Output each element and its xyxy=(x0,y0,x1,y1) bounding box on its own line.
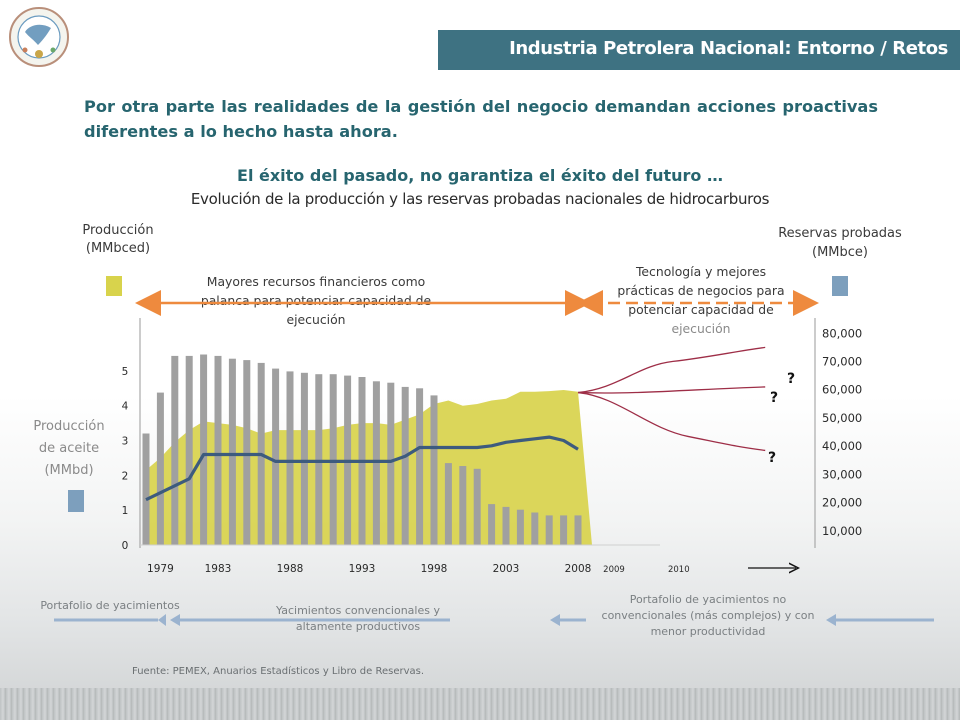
pemex-logo-icon xyxy=(9,7,69,67)
reserves-bar xyxy=(300,372,308,545)
reserves-bar xyxy=(171,355,179,545)
oil-production-line xyxy=(145,435,579,502)
right-axis-tick-label: 10,000 xyxy=(822,524,862,538)
portfolio-arrow-4-head xyxy=(826,614,836,626)
production-legend-label: Producción (MMbced) xyxy=(82,223,154,256)
reserves-bar xyxy=(372,381,380,545)
right-axis-tick-label: 70,000 xyxy=(822,355,862,369)
reserves-bar xyxy=(228,358,236,545)
x-axis-tick-label: 1988 xyxy=(277,563,304,575)
technology-label-last: ejecución xyxy=(671,321,731,336)
scenario-line-middle xyxy=(577,386,766,394)
x-axis-tick-label: 1993 xyxy=(349,563,376,575)
intro-paragraph: Por otra parte las realidades de la gest… xyxy=(84,97,878,141)
portfolio-label: Portafolio de yacimientos xyxy=(40,599,180,612)
x-axis-tick-label: 1983 xyxy=(205,563,232,575)
header-title: Industria Petrolera Nacional: Entorno / … xyxy=(509,38,948,59)
x-axis-tick-label: 1979 xyxy=(147,563,174,575)
tagline: El éxito del pasado, no garantiza el éxi… xyxy=(237,166,723,185)
production-area xyxy=(146,390,592,545)
scenario-line-lower xyxy=(577,391,766,452)
reserves-bar xyxy=(272,368,280,545)
x-axis-tick-label: 1998 xyxy=(421,563,448,575)
reserves-legend-label: Reservas probadas (MMbce) xyxy=(778,226,902,260)
future-axis-tick-label: 2009 xyxy=(603,565,625,575)
reserves-bar xyxy=(416,388,424,545)
reserves-bar xyxy=(214,355,222,545)
reserves-bar xyxy=(329,374,337,545)
source-note: Fuente: PEMEX, Anuarios Estadísticos y L… xyxy=(132,666,425,677)
reserves-bar xyxy=(156,392,164,545)
reserves-bar xyxy=(185,355,193,545)
right-axis-tick-label: 20,000 xyxy=(822,496,862,510)
left-axis-tick-label: 2 xyxy=(122,470,129,482)
reserves-bar xyxy=(444,463,452,545)
scenario-question-mark: ? xyxy=(770,390,778,406)
right-axis-tick-label: 30,000 xyxy=(822,467,862,481)
left-axis-tick-label: 5 xyxy=(122,366,129,378)
left-axis-tick-label: 4 xyxy=(122,401,129,413)
scenario-question-mark: ? xyxy=(787,371,795,387)
reserves-bar xyxy=(315,374,323,545)
portfolio-arrow-1-head xyxy=(158,614,166,626)
right-axis-tick-label: 50,000 xyxy=(822,411,862,425)
unconventional-fields-label: Portafolio de yacimientos no convenciona… xyxy=(601,593,815,638)
reserves-bar xyxy=(387,382,395,545)
reserves-bar xyxy=(200,354,208,545)
reserves-legend-swatch xyxy=(832,276,848,296)
oil-production-label: Producción de aceite (MMbd) xyxy=(33,419,105,478)
portfolio-arrow-2-head xyxy=(170,614,180,626)
left-axis-tick-label: 0 xyxy=(122,540,129,552)
left-axis-tick-label: 3 xyxy=(122,436,129,448)
bottom-water-band xyxy=(0,688,960,720)
reserves-bar xyxy=(473,468,481,545)
reserves-bar xyxy=(488,504,496,545)
reserves-bar xyxy=(574,515,582,545)
reserves-bar xyxy=(459,466,467,545)
right-axis-tick-label: 40,000 xyxy=(822,439,862,453)
right-axis-tick-label: 60,000 xyxy=(822,383,862,397)
reserves-bar xyxy=(142,433,150,545)
reserves-bar xyxy=(243,360,251,545)
chart-title: Evolución de la producción y las reserva… xyxy=(190,190,770,208)
oil-production-swatch xyxy=(68,490,84,512)
left-axis-tick-label: 1 xyxy=(122,505,129,517)
conventional-fields-label: Yacimientos convencionales y altamente p… xyxy=(276,604,440,633)
x-axis-tick-label: 2003 xyxy=(493,563,520,575)
reserves-bar xyxy=(286,371,294,545)
x-axis-tick-label: 2008 xyxy=(565,563,592,575)
scenario-line-upper xyxy=(577,346,766,394)
future-axis-tick-label: 2010 xyxy=(668,565,690,575)
portfolio-arrow-3-head xyxy=(550,614,560,626)
header-bar: Industria Petrolera Nacional: Entorno / … xyxy=(438,30,960,70)
reserves-bar xyxy=(560,515,568,545)
reserves-bar xyxy=(430,395,438,545)
reserves-bar xyxy=(545,515,553,545)
right-axis-tick-label: 80,000 xyxy=(822,326,862,340)
reserves-bar xyxy=(502,506,510,545)
production-legend-swatch xyxy=(106,276,122,296)
reserves-bar xyxy=(531,512,539,545)
scenario-question-mark: ? xyxy=(768,450,776,466)
reserves-bar xyxy=(401,386,409,545)
reserves-bar xyxy=(516,509,524,545)
